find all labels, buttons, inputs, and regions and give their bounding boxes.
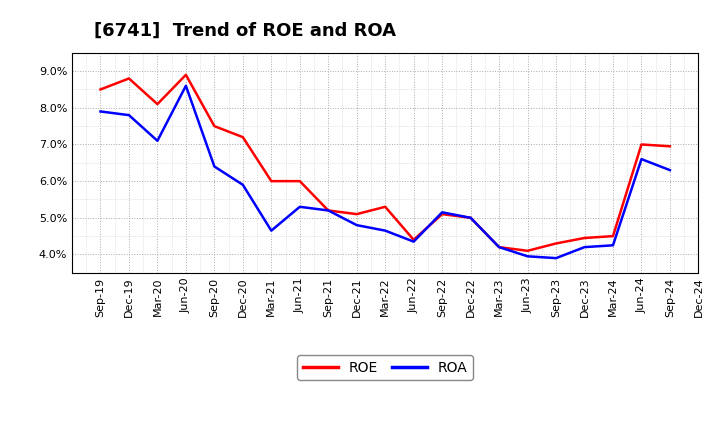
Text: [6741]  Trend of ROE and ROA: [6741] Trend of ROE and ROA <box>94 22 395 40</box>
ROA <box>438 209 446 215</box>
ROA <box>96 109 105 114</box>
ROE <box>580 235 589 241</box>
ROA <box>580 245 589 250</box>
ROE <box>467 215 475 220</box>
ROA <box>523 253 532 259</box>
Line: ROA: ROA <box>101 86 670 258</box>
ROA <box>125 113 133 118</box>
ROE <box>523 248 532 253</box>
ROE <box>410 237 418 242</box>
ROE <box>267 179 276 184</box>
ROA <box>495 245 503 250</box>
ROA <box>324 208 333 213</box>
ROA <box>267 228 276 233</box>
ROE <box>665 143 674 149</box>
ROE <box>153 102 162 107</box>
ROA <box>210 164 219 169</box>
ROA <box>238 182 247 187</box>
ROA <box>665 168 674 173</box>
ROE <box>210 124 219 129</box>
ROA <box>295 204 304 209</box>
ROA <box>467 215 475 220</box>
ROE <box>438 212 446 217</box>
Legend: ROE, ROA: ROE, ROA <box>297 355 473 380</box>
ROE <box>637 142 646 147</box>
ROE <box>552 241 560 246</box>
ROE <box>125 76 133 81</box>
ROE <box>608 234 617 239</box>
ROE <box>181 72 190 77</box>
ROA <box>181 83 190 88</box>
ROE <box>96 87 105 92</box>
ROA <box>552 256 560 261</box>
ROA <box>153 138 162 143</box>
ROA <box>352 223 361 228</box>
ROE <box>352 212 361 217</box>
ROA <box>608 243 617 248</box>
ROA <box>410 239 418 244</box>
ROE <box>495 245 503 250</box>
ROE <box>381 204 390 209</box>
ROE <box>295 179 304 184</box>
Line: ROE: ROE <box>101 75 670 251</box>
ROE <box>238 135 247 140</box>
ROE <box>324 208 333 213</box>
ROA <box>381 228 390 233</box>
ROA <box>637 157 646 162</box>
